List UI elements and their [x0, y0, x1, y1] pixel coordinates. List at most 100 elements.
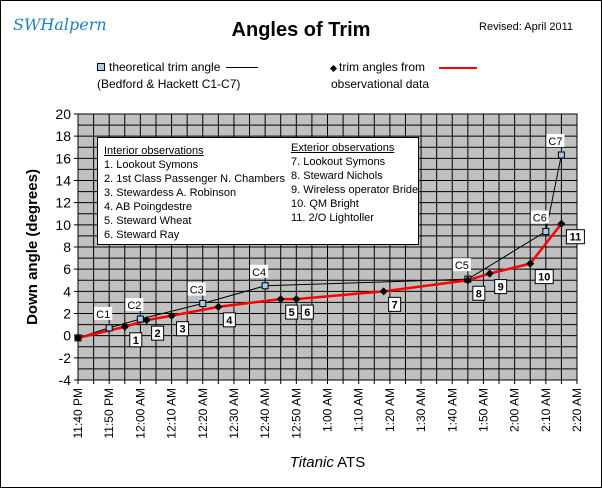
legend-theoretical-label: theoretical trim angle — [109, 60, 221, 74]
point-label-bg — [530, 210, 549, 224]
y-tick-label: 14 — [55, 173, 71, 189]
black-line-icon — [226, 67, 259, 69]
exterior-item: 8. Steward Nichols — [291, 170, 383, 182]
y-tick-label: 6 — [63, 261, 71, 277]
observation-number: 6 — [304, 307, 310, 319]
observation-number: 2 — [155, 328, 161, 340]
observed-point — [276, 295, 285, 304]
x-tick-label: 12:10 AM — [165, 388, 179, 439]
interior-item: 5. Steward Wheat — [104, 215, 192, 227]
observation-number: 1 — [133, 335, 139, 347]
theoretical-point-label: C6 — [533, 212, 547, 224]
red-line-icon — [439, 66, 478, 69]
observation-number: 11 — [570, 232, 582, 244]
x-tick-label: 11:50 PM — [102, 388, 116, 438]
x-tick-label: 2:00 AM — [508, 388, 522, 432]
observation-number-box — [222, 312, 236, 328]
observation-number-box — [129, 332, 143, 348]
interior-item: 1. Lookout Symons — [104, 159, 199, 171]
theoretical-point — [542, 227, 550, 235]
legend-observed: trim angles from observational data — [329, 59, 478, 93]
exterior-item: 7. Lookout Symons — [291, 156, 386, 168]
observed-point — [463, 276, 472, 285]
x-tick-label: 1:50 AM — [476, 388, 490, 432]
theoretical-point-label: C4 — [252, 267, 266, 279]
observation-number: 9 — [498, 282, 504, 294]
observation-number-box — [300, 304, 314, 320]
x-tick-label: 12:30 AM — [227, 388, 241, 439]
observation-number-box — [285, 304, 299, 320]
y-tick-label: 4 — [63, 283, 71, 299]
observation-number: 5 — [289, 307, 295, 319]
theoretical-point — [105, 324, 113, 332]
observed-point — [214, 302, 223, 311]
exterior-item: 10. QM Bright — [291, 198, 359, 210]
observed-point — [485, 269, 494, 278]
observed-point — [292, 295, 301, 304]
exterior-header: Exterior observations — [291, 142, 395, 154]
revised-date: Revised: April 2011 — [479, 21, 573, 33]
theoretical-point — [199, 300, 207, 308]
point-label-bg — [546, 134, 565, 148]
point-label-bg — [94, 306, 113, 320]
theoretical-point-label: C1 — [96, 309, 110, 321]
theoretical-point-label: C3 — [190, 285, 204, 297]
y-tick-label: -4 — [59, 372, 72, 388]
legend-theoretical: theoretical trim angle (Bedford & Hacket… — [97, 59, 259, 93]
observed-point — [142, 316, 151, 325]
observation-number-box — [534, 269, 554, 285]
observation-number-box — [472, 285, 486, 301]
x-tick-label: 1:20 AM — [383, 388, 397, 432]
observation-number: 4 — [226, 315, 233, 327]
interior-item: 3. Stewardess A. Robinson — [104, 187, 237, 199]
y-tick-label: 20 — [55, 106, 71, 122]
chart-title: Angles of Trim — [231, 19, 371, 41]
observed-point — [526, 259, 535, 268]
point-label-bg — [250, 264, 269, 278]
x-tick-label: 2:10 AM — [539, 388, 553, 432]
x-tick-label: 12:50 AM — [289, 388, 303, 439]
x-tick-label: 2:20 AM — [570, 388, 584, 432]
y-tick-label: 18 — [55, 128, 71, 144]
x-tick-label: 1:00 AM — [321, 388, 335, 432]
observed-point — [167, 311, 176, 320]
x-tick-label: 1:10 AM — [352, 388, 366, 432]
y-tick-label: 16 — [55, 150, 71, 166]
observation-number: 7 — [392, 299, 398, 311]
observation-number-box — [565, 229, 585, 245]
observation-number: 8 — [476, 288, 482, 300]
y-tick-label: 8 — [63, 239, 71, 255]
point-label-bg — [125, 298, 144, 312]
observation-number-box — [494, 279, 508, 295]
y-tick-label: 2 — [63, 306, 71, 322]
y-tick-label: 10 — [55, 217, 71, 233]
exterior-item: 11. 2/O Lightoller — [291, 212, 374, 224]
x-tick-label: 11:40 PM — [71, 388, 85, 438]
y-tick-label: 12 — [55, 195, 71, 211]
theoretical-point — [136, 315, 144, 323]
observation-number: 3 — [180, 324, 186, 336]
x-axis-label: Titanic ATS — [290, 454, 365, 471]
theoretical-point — [557, 151, 565, 159]
y-tick-label: 0 — [63, 328, 71, 344]
point-label-bg — [452, 258, 471, 272]
exterior-item: 9. Wireless operator Bride — [291, 184, 419, 196]
interior-item: 6. Steward Ray — [104, 229, 180, 241]
point-label-bg — [187, 282, 206, 296]
logo: SWHalpern — [13, 15, 107, 34]
observations-box: Interior observations 1. Lookout Symons … — [97, 137, 419, 245]
observation-number: 10 — [538, 272, 550, 284]
observation-number-box — [176, 321, 190, 337]
x-tick-label: 12:40 AM — [258, 388, 272, 439]
interior-item: 2. 1st Class Passenger N. Chambers — [104, 173, 285, 185]
observed-point — [74, 333, 82, 342]
theoretical-point-label: C5 — [455, 260, 469, 272]
observation-number-box — [388, 296, 402, 312]
observed-point — [557, 219, 566, 228]
legend-observed-label-2: observational data — [331, 77, 430, 91]
plot-border — [77, 113, 578, 381]
x-tick-label: 12:00 AM — [133, 388, 147, 439]
y-axis-label: Down angle (degrees) — [24, 169, 41, 325]
